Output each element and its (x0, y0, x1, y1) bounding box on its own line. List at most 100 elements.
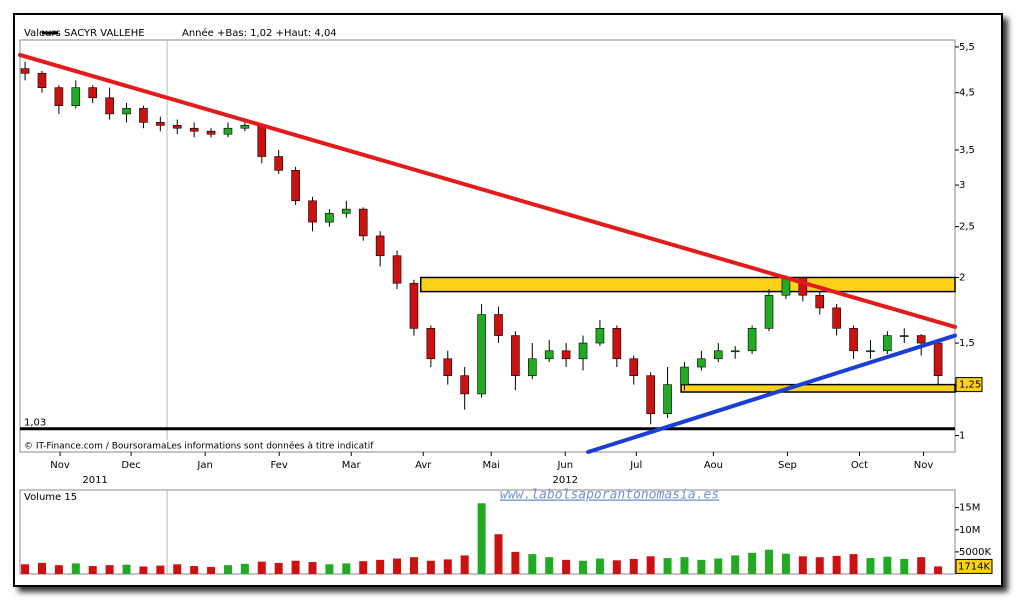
candle-body (663, 384, 672, 415)
level-label: 1,03 (24, 418, 46, 429)
volume-bar (21, 564, 30, 574)
candle-body (443, 358, 453, 376)
volume-bar (579, 560, 588, 574)
x-tick-label: Fev (271, 460, 288, 471)
candle-body (88, 87, 98, 99)
volume-bar (325, 564, 334, 574)
volume-bar (173, 564, 182, 574)
candle-body (71, 87, 81, 106)
candle-body (528, 358, 537, 376)
subtitle: Année +Bas: 1,02 +Haut: 4,04 (182, 27, 337, 39)
candle-body (866, 350, 875, 353)
candle-body (494, 314, 503, 336)
volume-bar (308, 562, 317, 574)
volume-bar (612, 560, 621, 574)
y-tick-label: 2,5 (959, 222, 975, 233)
candle-body (223, 127, 233, 135)
candle-body (375, 235, 385, 257)
candle-body (849, 328, 858, 352)
x-tick-label: Jul (629, 460, 642, 471)
volume-bar (849, 554, 858, 574)
volume-bar (477, 503, 486, 574)
volume-bar (934, 566, 943, 574)
volume-bar (443, 559, 452, 574)
volume-bar (71, 563, 80, 574)
candle-body (933, 342, 943, 376)
x-tick-label: Nov (50, 460, 70, 471)
candle-body (105, 97, 114, 115)
candle-body (730, 350, 740, 353)
candle-body (883, 335, 892, 352)
volume-bar (37, 562, 46, 574)
candle-body (342, 208, 351, 214)
candle-body (291, 170, 300, 202)
candle-body (747, 328, 757, 352)
candle-body (629, 358, 639, 376)
volume-bar (680, 557, 689, 574)
y-tick-label: 3,5 (959, 145, 975, 156)
volume-tick-label: 5000K (959, 547, 991, 558)
volume-tick-label: 15M (959, 503, 980, 514)
volume-bar (900, 558, 909, 574)
volume-bar (832, 555, 841, 574)
volume-bar (342, 563, 351, 574)
zone (680, 383, 956, 393)
candle-body (697, 358, 706, 368)
y-tick-label: 4,5 (959, 88, 975, 99)
y-tick-label: 1,5 (959, 338, 975, 349)
volume-bar (646, 556, 655, 574)
volume-bar (240, 563, 249, 574)
volume-bar (595, 558, 604, 574)
volume-bar (105, 565, 114, 574)
volume-bar (697, 559, 706, 574)
zone (419, 276, 956, 293)
candle-body (764, 294, 774, 329)
x-tick-label: Mar (342, 460, 362, 471)
candle-body (172, 124, 182, 129)
volume-bar (190, 566, 199, 574)
volume-bar (629, 558, 638, 574)
candle-body (612, 328, 622, 360)
volume-bar (359, 561, 368, 574)
volume-bar (545, 557, 554, 574)
candle-body (240, 124, 250, 129)
candle-body (325, 213, 334, 223)
candle-body (139, 108, 148, 123)
volume-last-box (955, 558, 993, 574)
volume-bar (528, 554, 537, 574)
x-tick-label: Jan (196, 460, 212, 471)
y-tick-label: 2 (959, 272, 965, 283)
candle-body (477, 314, 486, 395)
volume-title: Volume 15 (24, 492, 77, 503)
candle-body (815, 294, 825, 309)
candle-body (511, 335, 520, 376)
volume-bar (122, 564, 131, 574)
volume-tick-label: 10M (959, 525, 980, 536)
volume-bar (156, 565, 165, 574)
y-tick-label: 5,5 (959, 42, 975, 53)
candle-body (680, 366, 689, 385)
volume-bar (393, 558, 402, 574)
footer-bg (22, 440, 362, 451)
candle-body (392, 255, 402, 284)
volume-bar (765, 549, 774, 574)
volume-bar (88, 566, 97, 574)
legend: SACYR VALLEHE (64, 28, 145, 39)
volume-bar (748, 552, 757, 574)
volume-bar (917, 557, 926, 574)
volume-bar (426, 560, 435, 574)
volume-bar (511, 551, 520, 574)
volume-bar (274, 562, 283, 574)
watermark: www.labolsaporantonomasia.es (500, 488, 719, 503)
year-label: 2011 (82, 475, 107, 486)
volume-bar (714, 558, 723, 574)
x-tick-label: Jun (556, 460, 573, 471)
volume-bar (409, 557, 418, 574)
y-tick-label: 1,25 (959, 380, 981, 391)
volume-bar (866, 558, 875, 574)
candle-body (206, 130, 216, 135)
candle-body (358, 208, 368, 237)
candle-body (189, 127, 199, 132)
volume-last-label: 1714K (958, 561, 990, 572)
